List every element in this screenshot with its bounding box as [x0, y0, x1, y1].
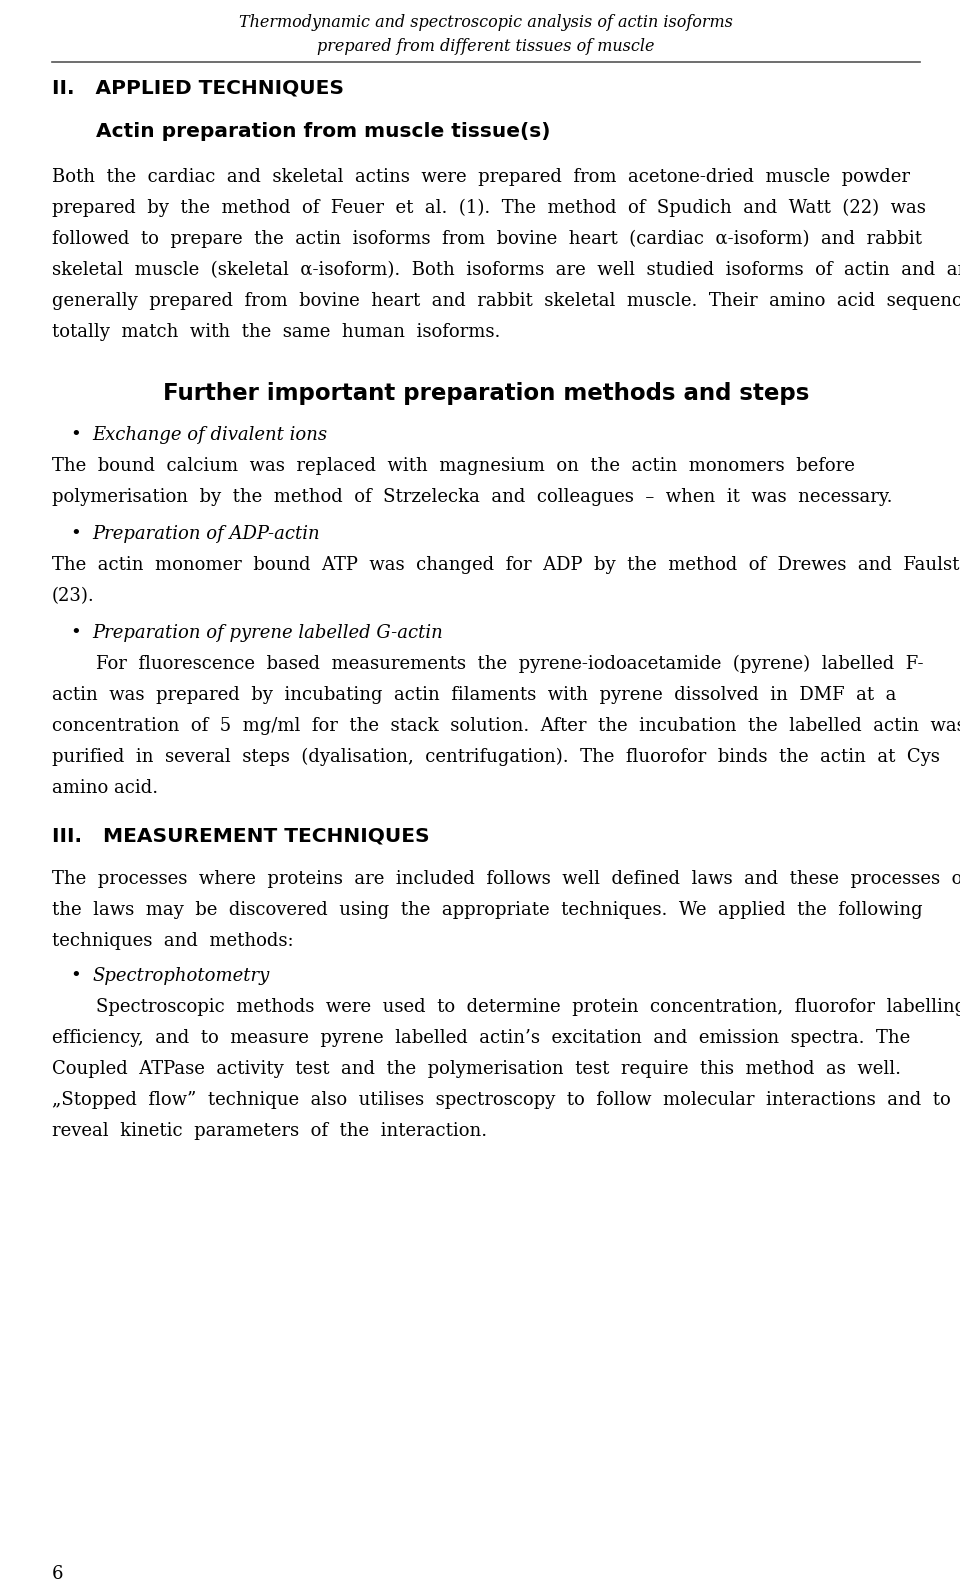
Text: Preparation of pyrene labelled G-actin: Preparation of pyrene labelled G-actin — [92, 624, 443, 642]
Text: Preparation of ADP-actin: Preparation of ADP-actin — [92, 525, 320, 543]
Text: •: • — [70, 624, 81, 642]
Text: reveal  kinetic  parameters  of  the  interaction.: reveal kinetic parameters of the interac… — [52, 1122, 487, 1140]
Text: The  bound  calcium  was  replaced  with  magnesium  on  the  actin  monomers  b: The bound calcium was replaced with magn… — [52, 456, 854, 476]
Text: III.   MEASUREMENT TECHNIQUES: III. MEASUREMENT TECHNIQUES — [52, 827, 430, 844]
Text: concentration  of  5  mg/ml  for  the  stack  solution.  After  the  incubation : concentration of 5 mg/ml for the stack s… — [52, 717, 960, 736]
Text: (23).: (23). — [52, 587, 95, 605]
Text: •: • — [70, 525, 81, 543]
Text: polymerisation  by  the  method  of  Strzelecka  and  colleagues  –  when  it  w: polymerisation by the method of Strzelec… — [52, 488, 893, 506]
Text: •: • — [70, 426, 81, 444]
Text: Both  the  cardiac  and  skeletal  actins  were  prepared  from  acetone-dried  : Both the cardiac and skeletal actins wer… — [52, 168, 910, 187]
Text: efficiency,  and  to  measure  pyrene  labelled  actin’s  excitation  and  emiss: efficiency, and to measure pyrene labell… — [52, 1029, 910, 1047]
Text: totally  match  with  the  same  human  isoforms.: totally match with the same human isofor… — [52, 322, 500, 342]
Text: •: • — [70, 967, 81, 985]
Text: prepared  by  the  method  of  Feuer  et  al.  (1).  The  method  of  Spudich  a: prepared by the method of Feuer et al. (… — [52, 200, 925, 217]
Text: prepared from different tissues of muscle: prepared from different tissues of muscl… — [317, 38, 655, 54]
Text: 6: 6 — [52, 1566, 63, 1583]
Text: followed  to  prepare  the  actin  isoforms  from  bovine  heart  (cardiac  α-is: followed to prepare the actin isoforms f… — [52, 230, 922, 249]
Text: actin  was  prepared  by  incubating  actin  filaments  with  pyrene  dissolved : actin was prepared by incubating actin f… — [52, 686, 897, 704]
Text: The  processes  where  proteins  are  included  follows  well  defined  laws  an: The processes where proteins are include… — [52, 870, 960, 887]
Text: „Stopped  flow”  technique  also  utilises  spectroscopy  to  follow  molecular : „Stopped flow” technique also utilises s… — [52, 1092, 950, 1109]
Text: Spectroscopic  methods  were  used  to  determine  protein  concentration,  fluo: Spectroscopic methods were used to deter… — [96, 998, 960, 1017]
Text: Further important preparation methods and steps: Further important preparation methods an… — [163, 381, 809, 405]
Text: techniques  and  methods:: techniques and methods: — [52, 932, 294, 950]
Text: Thermodynamic and spectroscopic analysis of actin isoforms: Thermodynamic and spectroscopic analysis… — [239, 14, 732, 30]
Text: Spectrophotometry: Spectrophotometry — [92, 967, 269, 985]
Text: the  laws  may  be  discovered  using  the  appropriate  techniques.  We  applie: the laws may be discovered using the app… — [52, 902, 923, 919]
Text: For  fluorescence  based  measurements  the  pyrene-iodoacetamide  (pyrene)  lab: For fluorescence based measurements the … — [96, 654, 924, 674]
Text: Actin preparation from muscle tissue(s): Actin preparation from muscle tissue(s) — [96, 121, 550, 140]
Text: Coupled  ATPase  activity  test  and  the  polymerisation  test  require  this  : Coupled ATPase activity test and the pol… — [52, 1060, 901, 1077]
Text: Exchange of divalent ions: Exchange of divalent ions — [92, 426, 327, 444]
Text: The  actin  monomer  bound  ATP  was  changed  for  ADP  by  the  method  of  Dr: The actin monomer bound ATP was changed … — [52, 555, 960, 575]
Text: skeletal  muscle  (skeletal  α-isoform).  Both  isoforms  are  well  studied  is: skeletal muscle (skeletal α-isoform). Bo… — [52, 262, 960, 279]
Text: generally  prepared  from  bovine  heart  and  rabbit  skeletal  muscle.  Their : generally prepared from bovine heart and… — [52, 292, 960, 310]
Text: amino acid.: amino acid. — [52, 779, 158, 796]
Text: II.   APPLIED TECHNIQUES: II. APPLIED TECHNIQUES — [52, 78, 344, 97]
Text: purified  in  several  steps  (dyalisation,  centrifugation).  The  fluorofor  b: purified in several steps (dyalisation, … — [52, 749, 940, 766]
